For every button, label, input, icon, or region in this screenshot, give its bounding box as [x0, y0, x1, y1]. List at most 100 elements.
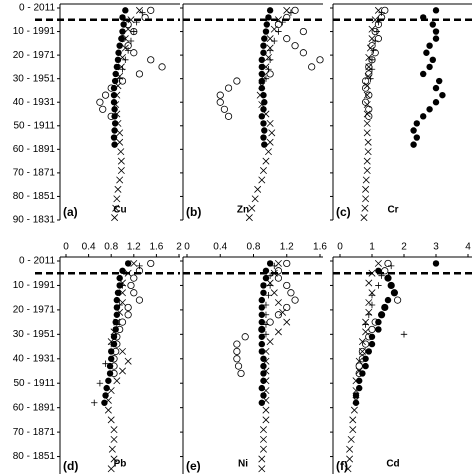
- point: [266, 138, 274, 146]
- point: [258, 296, 266, 304]
- point: [220, 105, 229, 113]
- point: [259, 445, 267, 453]
- point: [279, 308, 287, 316]
- point: [116, 176, 124, 184]
- point: [262, 110, 270, 118]
- point: [147, 6, 155, 14]
- point: [270, 289, 278, 297]
- point: [346, 455, 354, 463]
- point: [261, 127, 268, 134]
- point: [259, 167, 267, 175]
- point: [124, 311, 132, 319]
- point: [113, 333, 121, 341]
- point: [124, 357, 132, 365]
- point: [260, 392, 267, 399]
- point: [233, 347, 241, 356]
- point: [115, 49, 122, 56]
- point: [287, 289, 295, 297]
- point: [362, 176, 370, 184]
- point: [111, 214, 119, 222]
- point: [122, 7, 129, 14]
- point: [352, 377, 360, 385]
- point: [393, 296, 402, 304]
- point: [135, 70, 144, 78]
- point: [102, 360, 109, 367]
- y-tick-label: 80 - 1851: [13, 191, 56, 202]
- point: [141, 13, 149, 22]
- point: [283, 259, 291, 268]
- point: [130, 274, 138, 282]
- point: [113, 377, 121, 385]
- point: [260, 120, 267, 127]
- point: [375, 326, 382, 333]
- point: [101, 399, 108, 406]
- point: [356, 384, 363, 392]
- point: [107, 465, 115, 473]
- point: [365, 279, 373, 287]
- point: [364, 148, 372, 156]
- point: [388, 282, 395, 289]
- point: [377, 311, 386, 319]
- point: [111, 120, 119, 127]
- point: [259, 435, 267, 443]
- point: [262, 347, 270, 355]
- point: [363, 119, 371, 127]
- point: [308, 63, 316, 71]
- point: [99, 105, 107, 113]
- point: [265, 66, 272, 73]
- point: [265, 14, 272, 21]
- point: [266, 7, 274, 14]
- point: [233, 77, 241, 85]
- panel-label: (d): [63, 459, 78, 473]
- point: [365, 333, 373, 341]
- point: [262, 301, 270, 309]
- point: [363, 91, 371, 99]
- point: [349, 416, 357, 424]
- point: [124, 25, 132, 33]
- point: [361, 340, 370, 348]
- y-tick-label: 10 - 1991: [13, 26, 56, 37]
- point: [112, 204, 120, 212]
- point: [96, 380, 104, 387]
- point: [241, 333, 249, 341]
- point: [262, 28, 270, 35]
- point: [258, 384, 266, 392]
- point: [110, 99, 118, 106]
- x-tick-label: 0: [63, 242, 69, 253]
- y-tick-label: 30 - 1951: [13, 73, 56, 84]
- point: [375, 282, 382, 289]
- element-label: Pb: [114, 459, 127, 470]
- point: [263, 21, 270, 28]
- point: [266, 119, 274, 127]
- point: [363, 157, 371, 165]
- point: [274, 20, 283, 29]
- x-tick-label: 4: [465, 242, 471, 253]
- point: [260, 362, 267, 370]
- point: [378, 311, 385, 318]
- point: [363, 101, 371, 109]
- point: [271, 262, 278, 270]
- point: [258, 340, 266, 348]
- point: [130, 28, 137, 35]
- point: [260, 91, 267, 99]
- point: [262, 396, 270, 404]
- point: [116, 301, 123, 309]
- point: [107, 387, 115, 395]
- point: [368, 340, 376, 348]
- point: [299, 27, 307, 36]
- point: [258, 333, 266, 340]
- point: [352, 396, 360, 404]
- point: [135, 296, 144, 304]
- point: [114, 289, 122, 296]
- element-label: Ni: [238, 459, 248, 470]
- point: [349, 426, 357, 434]
- x-tick-label: 1: [369, 242, 375, 253]
- y-tick-label: 10 - 1991: [13, 280, 56, 291]
- point: [374, 259, 382, 267]
- panel-label: (e): [186, 459, 201, 473]
- point: [113, 91, 121, 99]
- y-tick-label: 40 - 1931: [13, 353, 56, 364]
- point: [355, 369, 363, 378]
- point: [361, 98, 370, 106]
- point: [117, 148, 125, 156]
